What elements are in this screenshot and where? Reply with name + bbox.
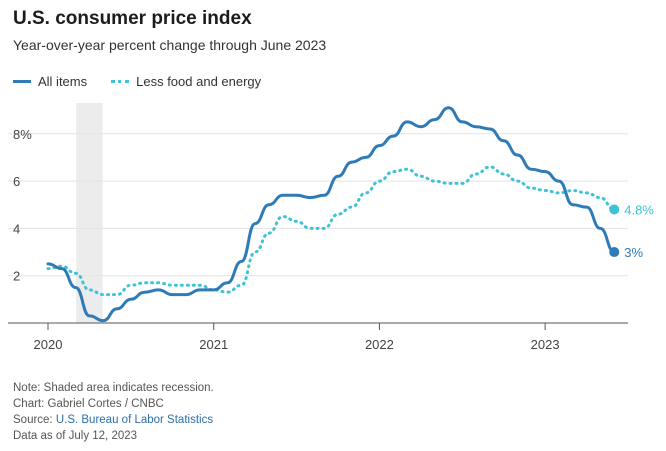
legend-item-less-food-energy: Less food and energy [111, 74, 261, 89]
series-line-all-items [46, 106, 616, 323]
end-label-less-food-energy: 4.8% [624, 202, 654, 217]
end-point-all-items [609, 247, 620, 258]
source-line: Source: U.S. Bureau of Labor Statistics [13, 412, 214, 428]
x-tick-label-2021: 2021 [199, 337, 228, 352]
source-prefix: Source: [13, 414, 56, 426]
y-tick-label-4: 4 [13, 221, 20, 236]
chart-credit: Chart: Gabriel Cortes / CNBC [13, 398, 164, 410]
x-tick-label-2020: 2020 [34, 337, 63, 352]
data-as-of: Data as of July 12, 2023 [13, 430, 138, 442]
chart-subtitle: Year-over-year percent change through Ju… [13, 37, 327, 53]
y-tick-label-6: 6 [13, 174, 20, 189]
recession-shading [76, 103, 103, 323]
chart-legend: All items Less food and energy [13, 74, 285, 89]
x-tick-label-2022: 2022 [365, 337, 394, 352]
legend-label-all-items: All items [38, 74, 88, 89]
chart-title: U.S. consumer price index [13, 8, 252, 29]
line-chart: 2 4 6 8% 2020 2021 2022 2023 4.8% 3% [8, 103, 654, 352]
legend-label-less-food-energy: Less food and energy [136, 74, 262, 89]
end-point-less-food-energy [609, 204, 620, 215]
y-tick-label-8: 8% [13, 127, 32, 142]
y-tick-label-2: 2 [13, 269, 20, 284]
source-link[interactable]: U.S. Bureau of Labor Statistics [55, 414, 214, 426]
x-tick-label-2023: 2023 [531, 337, 560, 352]
chart-notes: Note: Shaded area indicates recession. C… [13, 380, 214, 444]
series-line-less-food-energy [46, 165, 616, 297]
legend-item-all-items: All items [13, 74, 87, 89]
legend-swatch-less-food-energy [111, 80, 130, 83]
recession-note: Note: Shaded area indicates recession. [13, 382, 214, 394]
end-label-all-items: 3% [624, 245, 643, 260]
legend-swatch-all-items [13, 80, 31, 83]
